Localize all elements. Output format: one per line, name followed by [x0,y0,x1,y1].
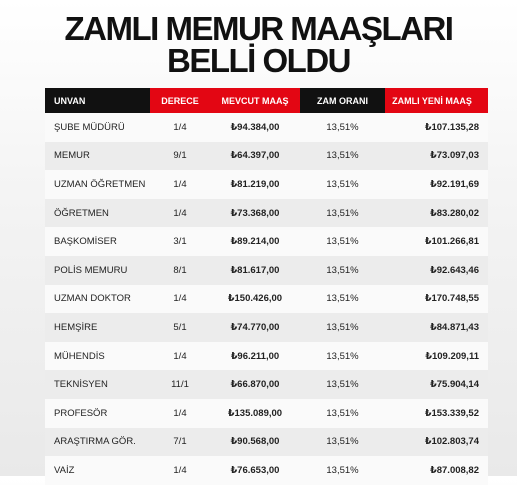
table-cell: ₺64.397,00 [230,150,280,162]
table-cell: PROFESÖR [54,407,108,419]
table-cell: 11/1 [171,379,189,391]
column-header: ZAM ORANI [300,88,385,113]
table-cell: 9/1 [173,150,187,162]
title: BELLİ OLDU [167,42,351,79]
table-cell: 5/1 [173,321,187,333]
table-cell: 13,51% [326,464,359,476]
table-cell: ₺92.643,46 [430,264,479,276]
column-header: UNVAN [45,88,150,113]
table-cell: ₺66.870,00 [230,379,280,391]
table-cell: ₺102.803,74 [424,436,479,448]
table-cell: ₺84.871,43 [430,321,479,333]
table-cell: ₺96.211,00 [230,350,280,362]
table-cell: HEMŞİRE [54,321,98,333]
table-row: VAİZ 1/4 ₺76.653,00 13,51% ₺87.008,82 [45,456,488,485]
table-cell: 1/4 [173,293,187,305]
table-cell: BAŞKOMİSER [54,236,117,248]
table-cell: 13,51% [326,436,359,448]
table-row: UZMAN ÖĞRETMEN 1/4 ₺81.219,00 13,51% ₺92.191… [45,170,488,199]
table-cell: 1/4 [173,464,187,476]
title: ZAMLI MEMUR MAAŞLARI [64,10,454,47]
table-row: PROFESÖR 1/4 ₺135.089,00 13,51% ₺153.339,52 [45,398,488,428]
table-row: MEMUR 9/1 ₺64.397,00 13,51% ₺73.097,03 [45,141,488,171]
table-cell: TEKNİSYEN [54,379,108,391]
table-cell: 13,51% [326,264,359,276]
table-cell: 13,51% [326,407,359,419]
table-cell: ÖĞRETMEN [54,207,109,219]
table-cell: ARAŞTIRMA GÖR. [54,436,136,448]
table-cell: ₺87.008,82 [430,464,479,476]
table-cell: ₺153.339,52 [424,407,479,419]
table-cell: ₺109.209,11 [425,350,479,362]
table-cell: MEMUR [54,150,90,162]
table-row: BAŞKOMİSER 3/1 ₺89.214,00 13,51% ₺101.266,81 [45,227,488,256]
table-cell: UZMAN DOKTOR [54,293,131,305]
table-cell: 13,51% [326,236,359,248]
table-row: ŞUBE MÜDÜRÜ 1/4 ₺94.384,00 13,51% ₺107.135,2… [45,113,488,142]
table-cell: ₺81.617,00 [230,264,280,276]
table-cell: 3/1 [173,236,187,248]
table-cell: ₺101.266,81 [424,236,479,248]
table-cell: 13,51% [326,150,359,162]
table-cell: ₺73.097,03 [430,150,479,162]
table-cell: ₺107.135,28 [424,121,479,133]
table-cell: ₺81.219,00 [230,178,280,190]
salary-table: UNVAN DERECE MEVCUT MAAŞ ZAM ORANI ZAMLI YEN… [45,88,488,485]
table-cell: 13,51% [326,121,359,133]
table-cell: MÜHENDİS [54,350,105,362]
table-cell: 13,51% [326,379,359,391]
table-cell: 1/4 [173,207,187,219]
table-cell: 7/1 [173,436,187,448]
table-row: ARAŞTIRMA GÖR. 7/1 ₺90.568,00 13,51% ₺102.80… [45,427,488,457]
table-row: POLİS MEMURU 8/1 ₺81.617,00 13,51% ₺92.643,4… [45,255,488,285]
table-row: TEKNİSYEN 11/1 ₺66.870,00 13,51% ₺75.904,14 [45,370,488,399]
column-header: ZAMLI YENİ MAAŞ [385,88,488,113]
table-cell: ₺135.089,00 [227,407,283,419]
table-cell: POLİS MEMURU [54,264,128,276]
table-cell: UZMAN ÖĞRETMEN [54,178,146,190]
table-row: MÜHENDİS 1/4 ₺96.211,00 13,51% ₺109.209,11 [45,341,488,371]
table-cell: ₺92.191,69 [430,178,479,190]
table-cell: 1/4 [173,350,187,362]
table-cell: ₺83.280,02 [430,207,479,219]
table-cell: 13,51% [326,207,359,219]
table-cell: ₺89.214,00 [230,236,280,248]
table-cell: 13,51% [326,350,359,362]
table-cell: VAİZ [54,464,75,476]
table-cell: ₺74.770,00 [230,321,280,333]
table-cell: 13,51% [326,321,359,333]
column-header: DERECE [150,88,210,113]
table-cell: 1/4 [173,407,187,419]
table-cell: ₺75.904,14 [430,379,479,391]
table-cell: 1/4 [173,121,187,133]
table-cell: 13,51% [326,178,359,190]
table-row: UZMAN DOKTOR 1/4 ₺150.426,00 13,51% ₺170.748… [45,284,488,314]
table-cell: 8/1 [173,264,187,276]
table-cell: ₺73.368,00 [230,207,280,219]
table-cell: 1/4 [173,178,187,190]
table-cell: ₺150.426,00 [227,293,283,305]
table-row: ÖĞRETMEN 1/4 ₺73.368,00 13,51% ₺83.280,02 [45,198,488,228]
table-cell: ₺94.384,00 [230,121,280,133]
table-cell: ₺170.748,55 [424,293,479,305]
table-row: HEMŞİRE 5/1 ₺74.770,00 13,51% ₺84.871,43 [45,313,488,342]
table-cell: ŞUBE MÜDÜRÜ [54,121,125,133]
table-cell: 13,51% [326,293,359,305]
column-header: MEVCUT MAAŞ [210,88,300,113]
table-cell: ₺76.653,00 [230,464,280,476]
header-row: UNVAN DERECE MEVCUT MAAŞ ZAM ORANI ZAMLI YEN… [45,88,488,113]
table-cell: ₺90.568,00 [230,436,280,448]
